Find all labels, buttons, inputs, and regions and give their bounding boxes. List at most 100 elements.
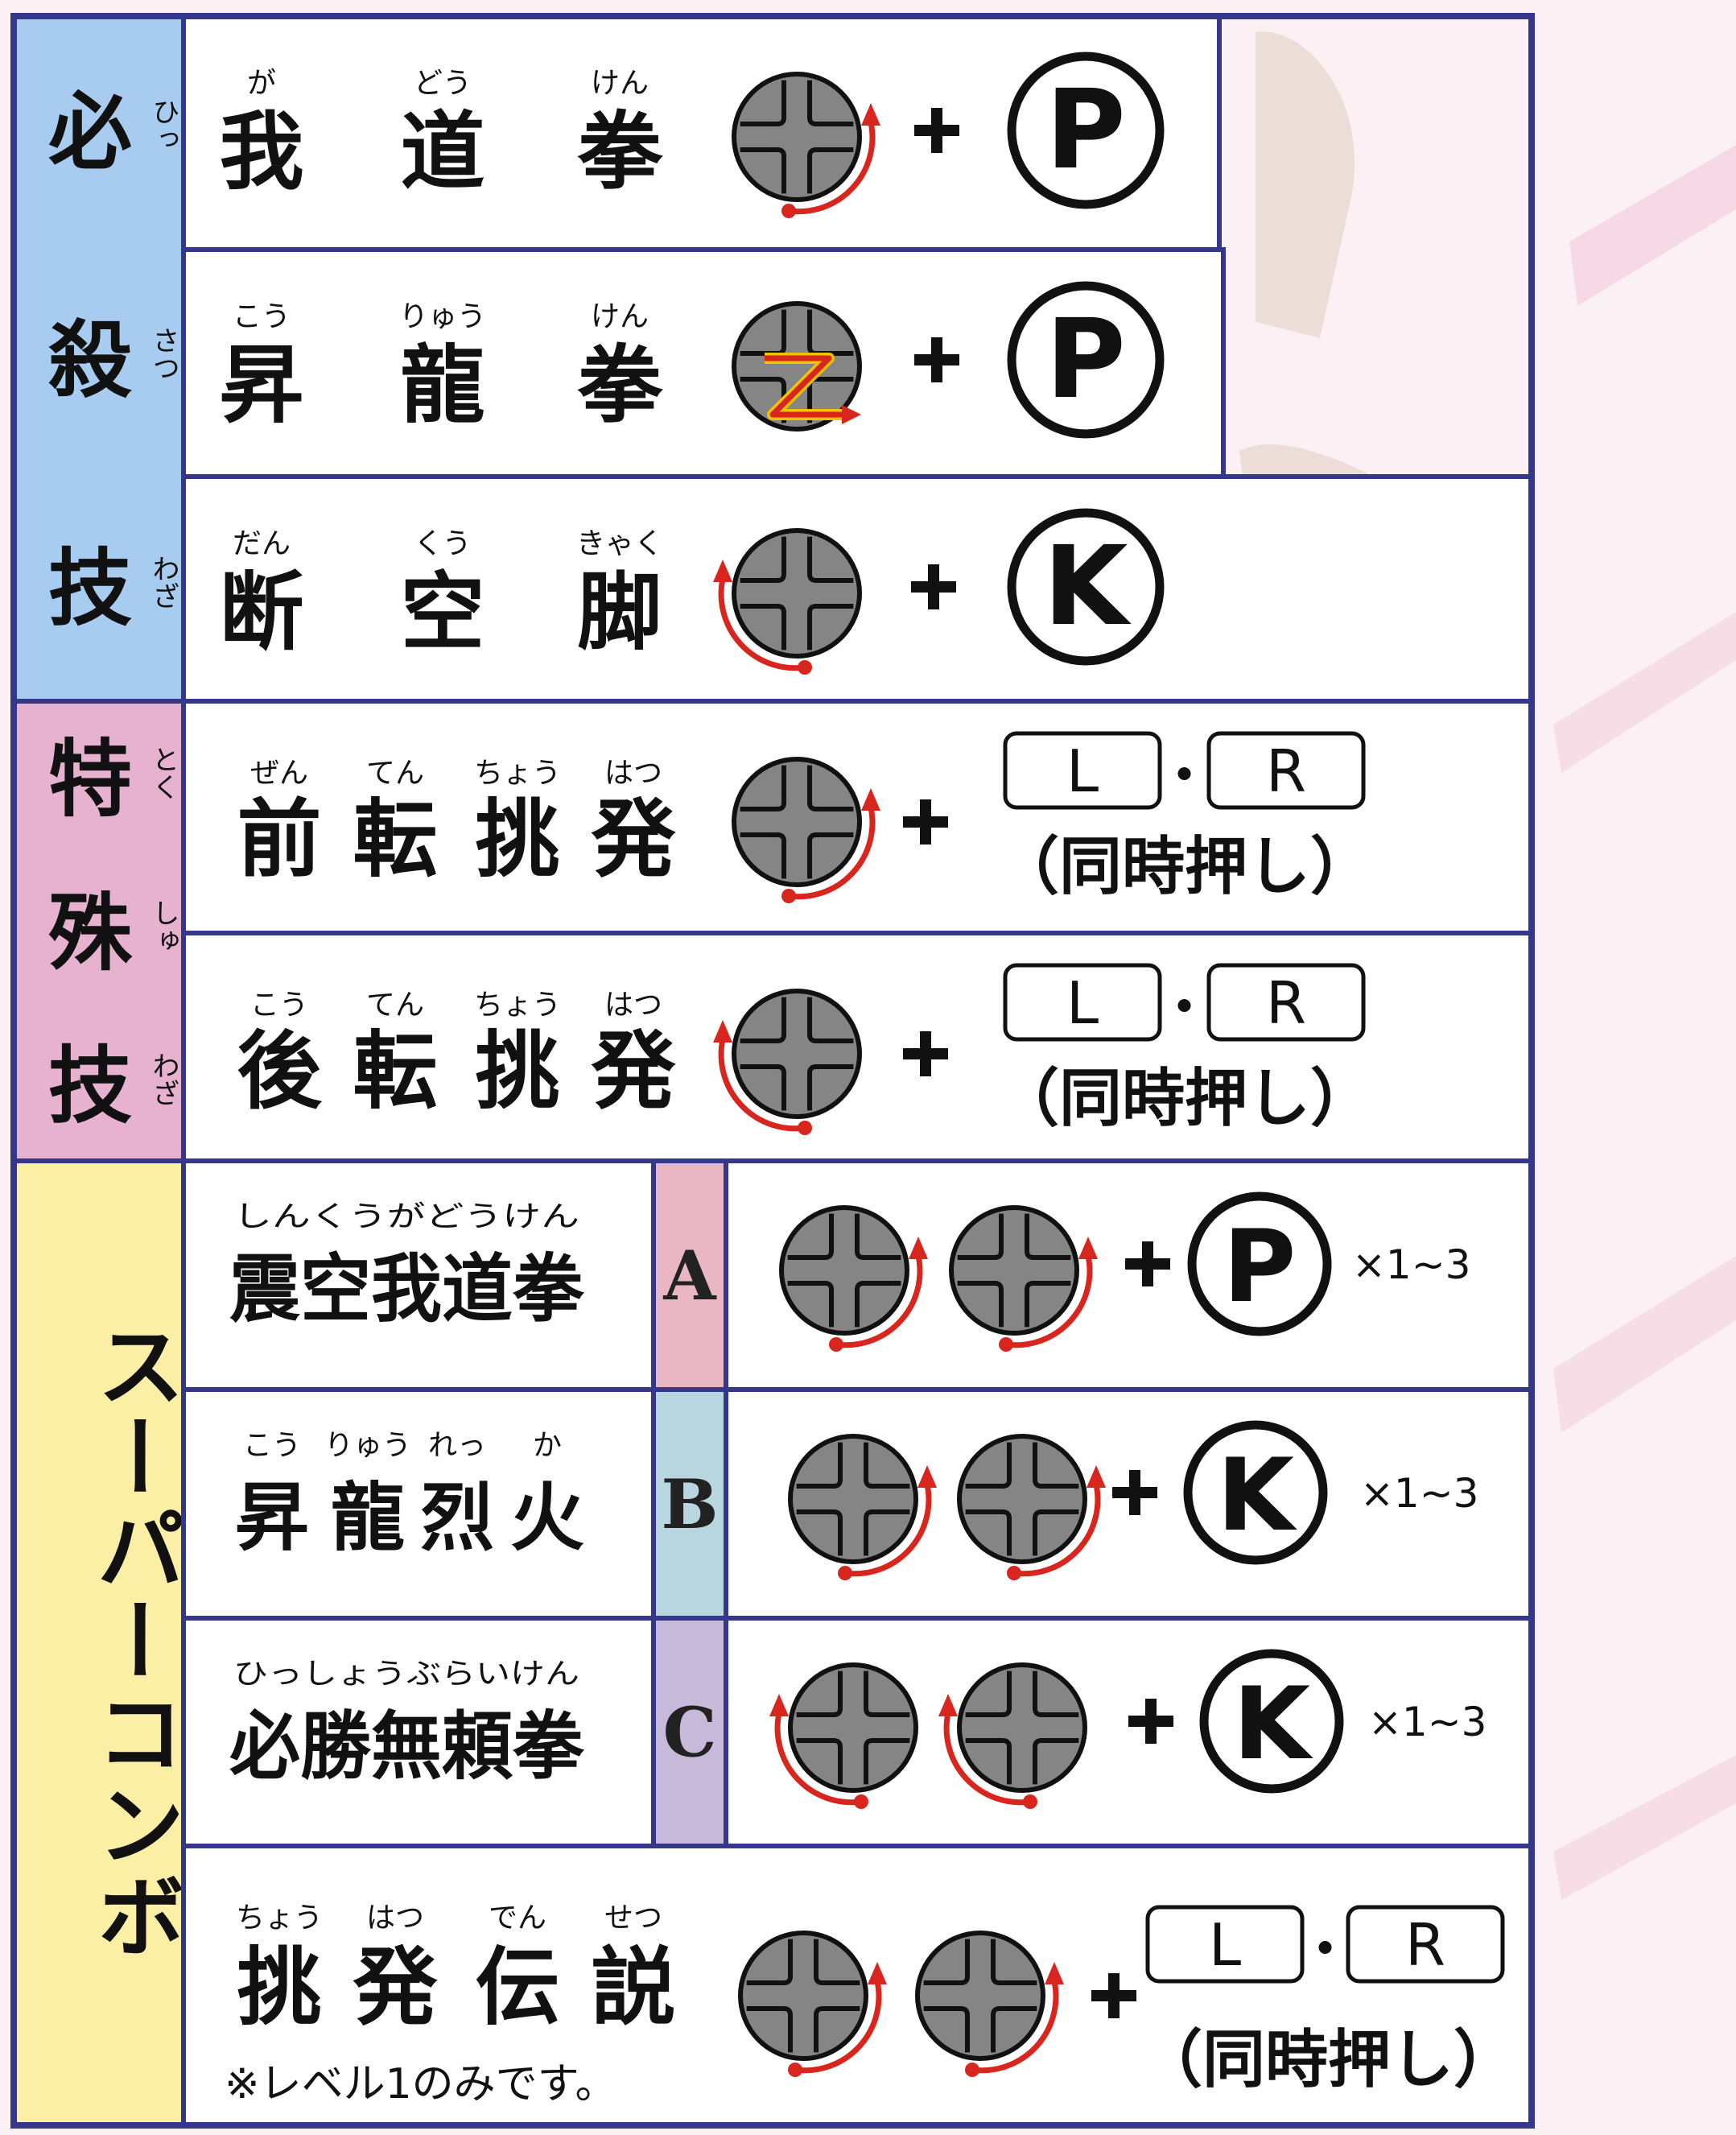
plus-sign: [931, 108, 942, 153]
motion-start: [854, 1794, 868, 1809]
move-name-ruby: どう: [414, 67, 472, 100]
dpad-body: [732, 528, 862, 659]
move-name-ruby: はつ: [366, 1902, 424, 1935]
shoulder-button-label: R: [1266, 969, 1306, 1037]
dpad-cross: [746, 2006, 793, 2053]
motion-arrow: [943, 1712, 1031, 1806]
dpad-cross: [796, 1509, 843, 1556]
move-name-char: 転: [353, 791, 437, 889]
dpad-cross: [740, 604, 786, 650]
move-name-char: 発: [591, 791, 676, 889]
move-name-ruby: はつ: [604, 757, 662, 790]
level-label: C: [663, 1693, 717, 1773]
dpad: [732, 757, 880, 903]
move-name-ruby: けん: [591, 300, 649, 333]
dpad-cross: [787, 1213, 834, 1260]
move-name-char: 拳: [576, 337, 663, 435]
move-name-ruby: けん: [591, 67, 649, 100]
move-name-ruby: こう: [233, 300, 291, 333]
move-name-char: 発: [353, 1939, 438, 2037]
motion-arrowhead: [1045, 1962, 1064, 1984]
button-circle: [1007, 52, 1165, 209]
repeat-count: ×1~3: [1352, 1241, 1470, 1288]
move-name-ruby: りゅう: [399, 300, 486, 333]
dpad-cross: [923, 1939, 970, 1985]
dpad: [732, 301, 862, 432]
dpad-cross: [740, 832, 786, 879]
move-name-ruby: こう: [250, 989, 308, 1022]
motion-arrowhead: [842, 405, 861, 424]
motion-arrow: [844, 1484, 932, 1577]
dpad-body: [732, 72, 862, 202]
level-label: B: [662, 1464, 719, 1544]
dpad-body: [732, 301, 862, 432]
dpad: [713, 528, 862, 675]
dpad-cross: [814, 2006, 860, 2053]
plus-sign: [920, 1031, 931, 1076]
dpad-cross: [1033, 1670, 1079, 1717]
motion-start: [798, 1121, 812, 1135]
section-label-ruby: とく: [147, 745, 179, 800]
plus-sign: [1108, 1973, 1120, 2018]
section-label-ruby: わざ: [147, 1052, 179, 1107]
move-name-char: 断: [219, 564, 303, 662]
dpad-cross: [957, 1281, 1004, 1328]
section-label-ruby: わざ: [147, 555, 179, 609]
dpad: [938, 1662, 1087, 1809]
dpad: [957, 1434, 1106, 1580]
button-circle: [1199, 1649, 1344, 1794]
dpad-cross: [991, 1939, 1037, 1985]
dpad-cross: [814, 1939, 860, 1985]
dpad-body: [732, 989, 862, 1119]
dpad-cross: [864, 1442, 910, 1489]
dpad-body: [957, 1434, 1087, 1564]
motion-start: [1007, 1566, 1021, 1580]
move-name-ruby: くう: [414, 527, 471, 560]
dpad-cross: [1033, 1738, 1079, 1785]
motion-arrowhead: [1078, 1237, 1098, 1259]
move-name-ruby: りゅう: [324, 1429, 411, 1462]
button-note: （同時押し）: [1140, 2024, 1516, 2096]
dpad-cross: [807, 604, 854, 650]
shoulder-button-label: L: [1209, 1911, 1241, 1979]
dpad-cross: [855, 1213, 901, 1260]
move-name-char: 説: [591, 1939, 675, 2037]
move-name-ruby: だん: [233, 527, 291, 560]
motion-arrowhead: [938, 1694, 958, 1716]
motion-arrowhead: [909, 1237, 928, 1259]
button-circle: [1187, 1191, 1332, 1336]
move-name-char: 拳: [576, 103, 663, 201]
dpad-body: [738, 1931, 868, 2061]
move-name-ruby: れっ: [428, 1429, 486, 1462]
shoulder-button: [1206, 963, 1366, 1042]
move-name-ruby: ひっしょうぶらいけん: [233, 1658, 579, 1691]
section-label: 技: [48, 1037, 132, 1135]
separator-dot: [1177, 767, 1191, 780]
dpad-cross: [923, 2006, 970, 2053]
dpad-body: [779, 1205, 909, 1336]
dpad: [949, 1205, 1098, 1352]
move-name-char: 発: [591, 1022, 676, 1121]
dpad-body: [732, 757, 862, 887]
dpad-cross: [796, 1670, 843, 1717]
dpad-body: [957, 1662, 1087, 1793]
dpad-body: [788, 1662, 918, 1793]
plus-sign: [1145, 1699, 1157, 1744]
motion-start: [781, 889, 796, 903]
move-name-ruby: でん: [489, 1902, 546, 1935]
move-name-ruby: てん: [366, 989, 424, 1022]
dpad-cross: [991, 2006, 1037, 2053]
dpad-cross: [1025, 1281, 1071, 1328]
move-name-char: 脚: [577, 564, 662, 662]
dpad-cross: [957, 1213, 1004, 1260]
section-label-ruby: ひっ: [147, 98, 179, 153]
move-name-ruby: ぜん: [250, 757, 308, 790]
section-label: 技: [48, 539, 132, 638]
button-label: K: [1043, 523, 1132, 650]
dpad-body: [915, 1931, 1045, 2061]
move-name-char: 火: [510, 1475, 584, 1561]
move-name-char: 挑: [475, 1022, 559, 1121]
dpad-cross: [807, 80, 854, 126]
motion-start: [1023, 1794, 1037, 1809]
move-name-ruby: ちょう: [236, 1902, 323, 1935]
